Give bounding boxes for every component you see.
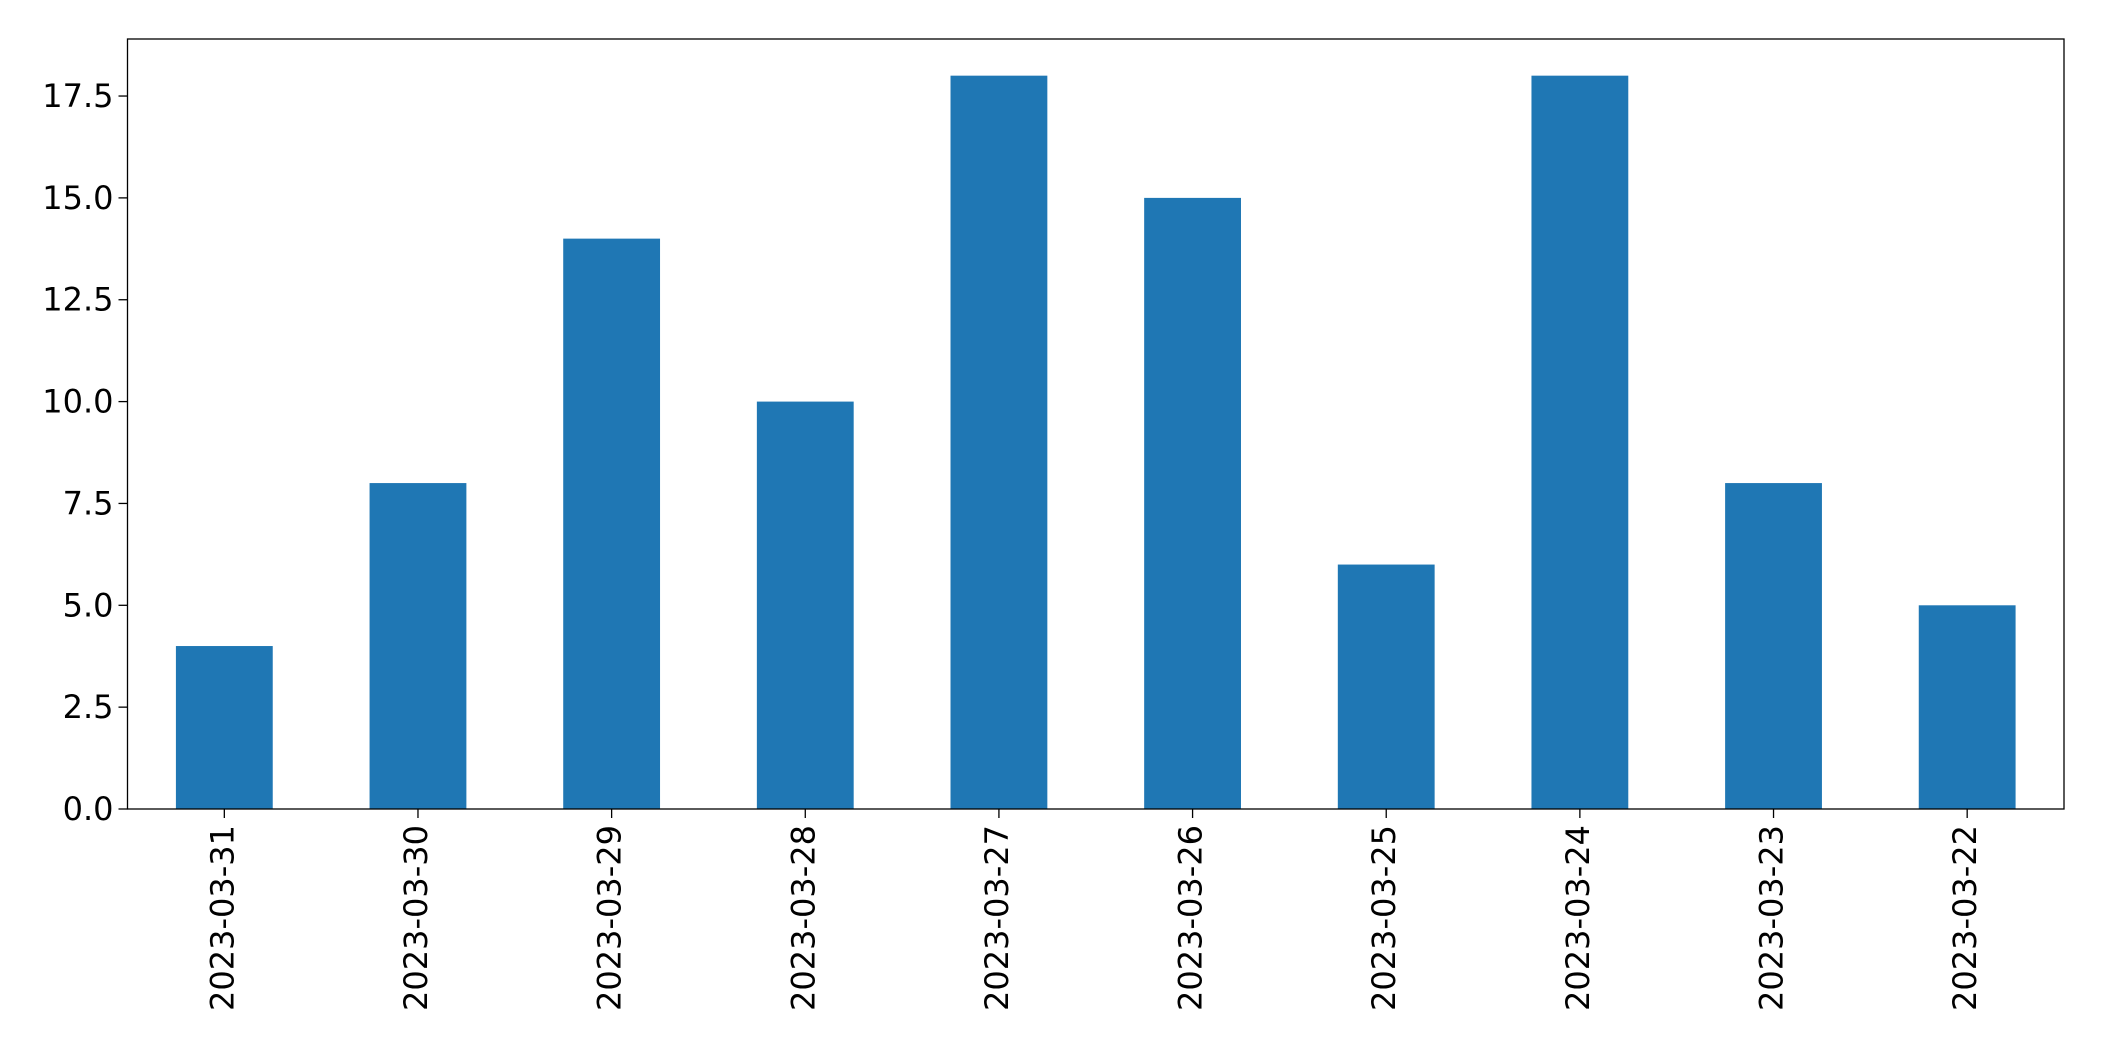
bar — [1918, 605, 2016, 809]
x-tick-label: 2023-03-26 — [1172, 825, 1210, 1011]
x-tick-label: 2023-03-30 — [397, 825, 435, 1011]
y-tick-label: 17.5 — [42, 77, 113, 115]
y-tick-label: 12.5 — [42, 281, 113, 319]
y-tick-label: 2.5 — [63, 688, 114, 726]
x-tick-label: 2023-03-29 — [591, 825, 629, 1011]
x-tick-label: 2023-03-23 — [1753, 825, 1791, 1011]
x-tick-label: 2023-03-22 — [1946, 825, 1984, 1011]
y-tick-label: 7.5 — [63, 484, 114, 522]
bar — [950, 75, 1048, 809]
x-tick-label: 2023-03-31 — [203, 825, 241, 1011]
bar — [563, 238, 661, 809]
bar — [1531, 75, 1629, 809]
bar — [1337, 564, 1435, 809]
y-tick-label: 5.0 — [63, 586, 114, 624]
y-tick-label: 0.0 — [63, 790, 114, 828]
bar — [1725, 483, 1822, 809]
bar — [756, 401, 854, 809]
plot-frame — [126, 38, 2065, 810]
x-tick-label: 2023-03-24 — [1559, 825, 1597, 1011]
bar — [175, 646, 273, 809]
y-tick-label: 10.0 — [42, 383, 113, 421]
x-tick-label: 2023-03-27 — [978, 825, 1016, 1011]
x-tick-label: 2023-03-25 — [1365, 825, 1403, 1011]
y-tick-label: 15.0 — [42, 179, 113, 217]
bar — [369, 483, 467, 809]
x-tick-label: 2023-03-28 — [784, 825, 822, 1011]
bar — [1144, 197, 1241, 809]
